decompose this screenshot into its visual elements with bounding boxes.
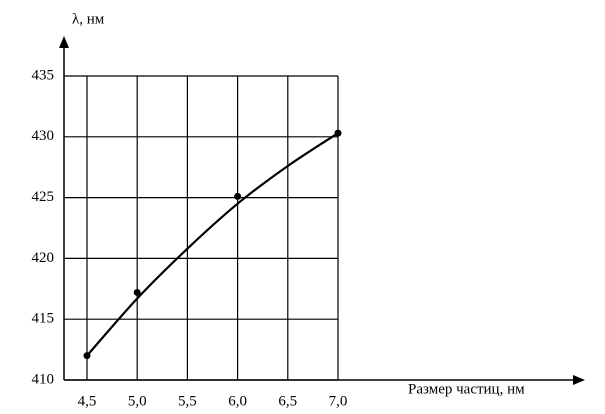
y-tick-label: 410 <box>32 371 55 387</box>
x-tick-label: 4,5 <box>78 393 97 409</box>
y-axis-arrow <box>59 36 69 48</box>
data-point <box>234 192 242 200</box>
y-tick-label: 420 <box>32 250 55 266</box>
x-axis-arrow <box>573 375 585 385</box>
y-tick-label: 415 <box>32 311 55 327</box>
x-tick-label: 7,0 <box>329 393 348 409</box>
x-tick-label: 5,5 <box>178 393 197 409</box>
y-axis-label: λ, нм <box>72 11 105 27</box>
x-tick-label: 6,5 <box>278 393 297 409</box>
y-tick-label: 435 <box>32 67 55 83</box>
fit-curve <box>86 132 339 357</box>
y-tick-label: 425 <box>32 189 55 205</box>
x-axis-label: Размер частиц, нм <box>408 381 525 397</box>
y-tick-label: 430 <box>32 128 55 144</box>
data-point <box>133 288 141 296</box>
x-tick-label: 5,0 <box>128 393 147 409</box>
x-tick-label: 6,0 <box>228 393 247 409</box>
